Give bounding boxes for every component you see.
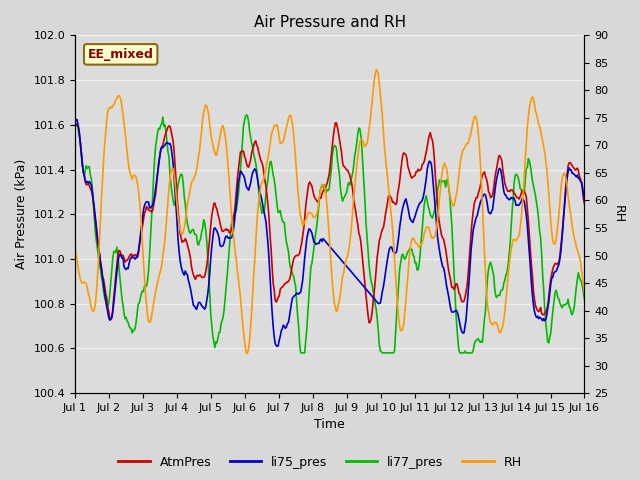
li77_pres: [349, 170, 356, 176]
li75_pres: [318, 239, 326, 244]
li77_pres: [570, 304, 578, 310]
AtmPres: [491, 177, 499, 182]
Y-axis label: RH: RH: [612, 205, 625, 223]
li75_pres: [273, 344, 281, 349]
li77_pres: [491, 285, 499, 290]
AtmPres: [71, 125, 79, 131]
RH: [570, 236, 578, 241]
Text: EE_mixed: EE_mixed: [88, 48, 154, 61]
li77_pres: [318, 182, 326, 188]
li77_pres: [315, 201, 323, 207]
Legend: AtmPres, li75_pres, li77_pres, RH: AtmPres, li75_pres, li77_pres, RH: [113, 451, 527, 474]
AtmPres: [580, 202, 588, 207]
Line: RH: RH: [75, 70, 584, 354]
AtmPres: [313, 199, 321, 204]
li75_pres: [315, 240, 323, 246]
li77_pres: [376, 348, 384, 354]
li75_pres: [580, 198, 588, 204]
Line: AtmPres: AtmPres: [75, 123, 584, 323]
li75_pres: [570, 172, 578, 178]
RH: [314, 205, 322, 211]
Line: li75_pres: li75_pres: [75, 120, 584, 347]
AtmPres: [348, 180, 356, 186]
li75_pres: [71, 119, 79, 125]
RH: [243, 351, 250, 357]
li77_pres: [71, 119, 79, 125]
RH: [376, 91, 384, 97]
RH: [71, 242, 79, 248]
li75_pres: [376, 300, 384, 306]
Line: li77_pres: li77_pres: [75, 115, 584, 353]
RH: [372, 67, 380, 72]
Y-axis label: Air Pressure (kPa): Air Pressure (kPa): [15, 159, 28, 269]
li75_pres: [73, 117, 81, 122]
AtmPres: [570, 166, 578, 171]
RH: [348, 221, 356, 227]
li75_pres: [491, 190, 499, 196]
AtmPres: [332, 120, 339, 126]
AtmPres: [365, 320, 373, 325]
AtmPres: [316, 194, 324, 200]
RH: [580, 290, 588, 296]
Title: Air Pressure and RH: Air Pressure and RH: [253, 15, 406, 30]
li77_pres: [243, 112, 250, 118]
X-axis label: Time: Time: [314, 419, 345, 432]
li77_pres: [297, 350, 305, 356]
AtmPres: [376, 234, 384, 240]
li75_pres: [349, 271, 356, 276]
RH: [317, 186, 325, 192]
li77_pres: [580, 297, 588, 302]
RH: [491, 319, 499, 325]
